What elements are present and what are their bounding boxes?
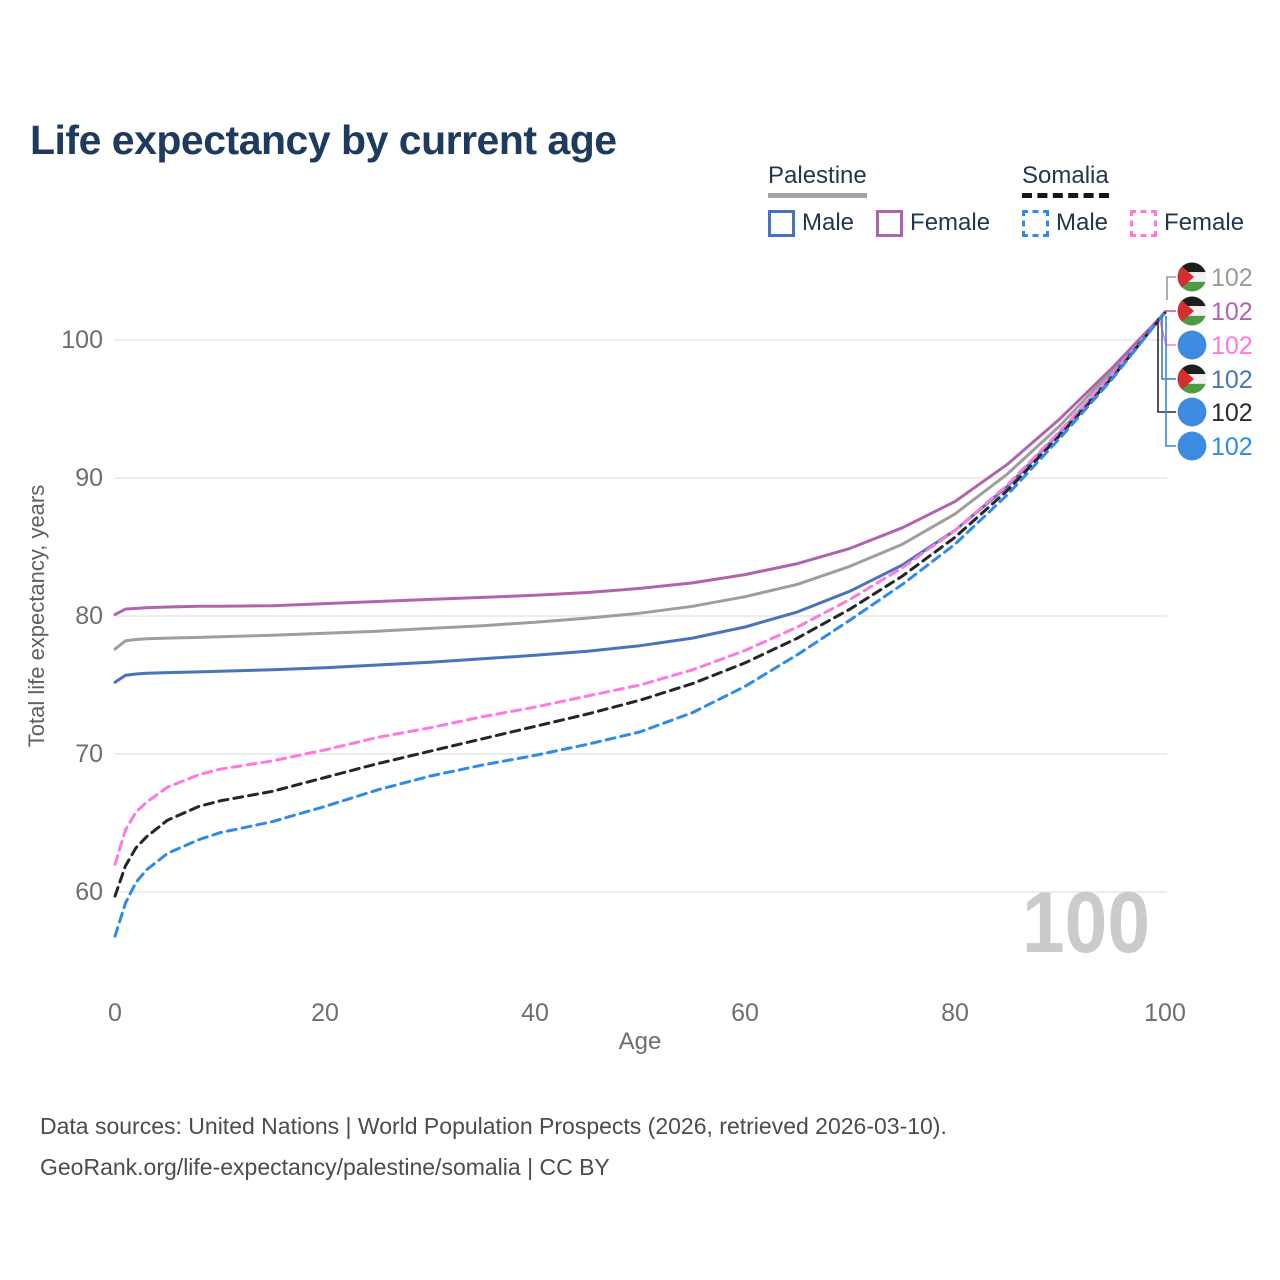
palestine-flag-icon — [1177, 296, 1207, 326]
y-tick-label-80: 80 — [75, 602, 103, 630]
y-tick-label-60: 60 — [75, 878, 103, 906]
series-line-somalia_male[interactable] — [113, 310, 1167, 938]
series-line-palestine_male[interactable] — [113, 310, 1167, 684]
palestine-flag-icon — [1177, 364, 1207, 394]
x-tick-label-100: 100 — [1144, 999, 1186, 1027]
legend-swatch-palestine-female[interactable] — [876, 209, 904, 237]
footer-attribution: GeoRank.org/life-expectancy/palestine/so… — [40, 1154, 610, 1180]
end-label-value-somalia_all: 102 — [1211, 399, 1253, 427]
legend-label-palestine-female[interactable]: Female — [910, 209, 991, 236]
end-label-value-somalia_male: 102 — [1211, 433, 1253, 461]
legend-group-somalia-name: Somalia — [1022, 162, 1109, 198]
legend-label-palestine-male[interactable]: Male — [802, 209, 855, 236]
end-label-value-palestine_all: 102 — [1211, 264, 1253, 292]
series-line-palestine_female[interactable] — [113, 310, 1167, 617]
footer-data-sources: Data sources: United Nations | World Pop… — [40, 1113, 947, 1139]
y-tick-label-90: 90 — [75, 464, 103, 492]
somalia-flag-icon — [1177, 431, 1207, 461]
series-line-somalia_all[interactable] — [113, 310, 1167, 898]
end-label-leader-somalia_all — [1157, 318, 1176, 413]
legend-swatch-palestine-male[interactable] — [768, 209, 795, 237]
somalia-flag-icon — [1177, 330, 1207, 360]
legend-label-somalia-female[interactable]: Female — [1164, 209, 1245, 236]
legend-swatch-somalia-male[interactable] — [1022, 209, 1049, 237]
series-line-palestine_all[interactable] — [113, 310, 1167, 651]
legend-group-somalia: Somalia Male Female — [1022, 162, 1266, 237]
footer: Data sources: United Nations | World Pop… — [40, 1106, 947, 1188]
legend-group-palestine: Palestine Male Female — [768, 162, 1012, 237]
x-axis-title: Age — [619, 1028, 662, 1055]
end-label-value-palestine_female: 102 — [1211, 298, 1253, 326]
x-tick-label-60: 60 — [731, 999, 759, 1027]
end-label-leader-palestine_male — [1161, 315, 1176, 380]
x-tick-label-80: 80 — [941, 999, 969, 1027]
legend-swatch-somalia-female[interactable] — [1130, 209, 1158, 237]
x-tick-label-0: 0 — [108, 999, 122, 1027]
palestine-flag-icon — [1177, 262, 1207, 292]
end-label-leader-somalia_male — [1165, 316, 1176, 447]
legend-label-somalia-male[interactable]: Male — [1056, 209, 1109, 236]
y-tick-label-100: 100 — [61, 326, 103, 354]
age-watermark: 100 — [1022, 875, 1150, 971]
x-tick-label-20: 20 — [311, 999, 339, 1027]
y-axis-title: Total life expectancy, years — [24, 485, 49, 748]
x-tick-label-40: 40 — [521, 999, 549, 1027]
somalia-flag-icon — [1177, 397, 1207, 427]
end-label-value-palestine_male: 102 — [1211, 366, 1253, 394]
y-tick-label-70: 70 — [75, 740, 103, 768]
chart-title: Life expectancy by current age — [30, 117, 617, 164]
legend-group-palestine-name: Palestine — [768, 162, 867, 198]
end-label-leader-palestine_all — [1166, 276, 1176, 300]
end-label-value-somalia_female: 102 — [1211, 332, 1253, 360]
series-line-somalia_female[interactable] — [113, 310, 1167, 866]
